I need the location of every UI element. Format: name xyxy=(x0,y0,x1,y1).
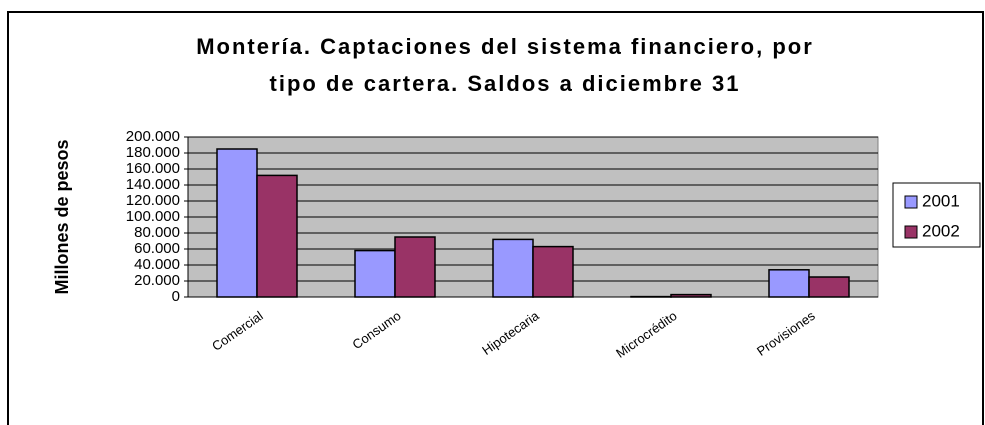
bar xyxy=(670,293,712,298)
legend-swatch xyxy=(904,195,918,209)
bar xyxy=(216,148,258,298)
legend-label: 2002 xyxy=(922,221,960,240)
legend-label: 2001 xyxy=(922,191,960,210)
y-tick-label: 20.000 xyxy=(134,272,180,289)
bar xyxy=(354,249,396,298)
y-tick-label: 60.000 xyxy=(134,240,180,257)
legend-swatch xyxy=(904,225,918,239)
y-tick-label: 160.000 xyxy=(126,160,180,177)
chart-title: Montería. Captaciones del sistema financ… xyxy=(196,34,814,59)
bar xyxy=(256,174,298,298)
bar xyxy=(492,238,534,298)
y-tick-label: 120.000 xyxy=(126,192,180,209)
y-tick-label: 40.000 xyxy=(134,256,180,273)
y-tick-label: 100.000 xyxy=(126,208,180,225)
bar xyxy=(532,245,574,298)
bar xyxy=(394,236,436,298)
y-tick-label: 140.000 xyxy=(126,176,180,193)
y-tick-label: 180.000 xyxy=(126,144,180,161)
chart-title: tipo de cartera. Saldos a diciembre 31 xyxy=(270,71,741,96)
y-axis-label: Millones de pesos xyxy=(52,139,72,294)
bar xyxy=(808,276,850,298)
y-tick-label: 80.000 xyxy=(134,224,180,241)
bar xyxy=(768,269,810,298)
y-tick-label: 0 xyxy=(172,288,180,305)
y-tick-label: 200.000 xyxy=(126,128,180,145)
